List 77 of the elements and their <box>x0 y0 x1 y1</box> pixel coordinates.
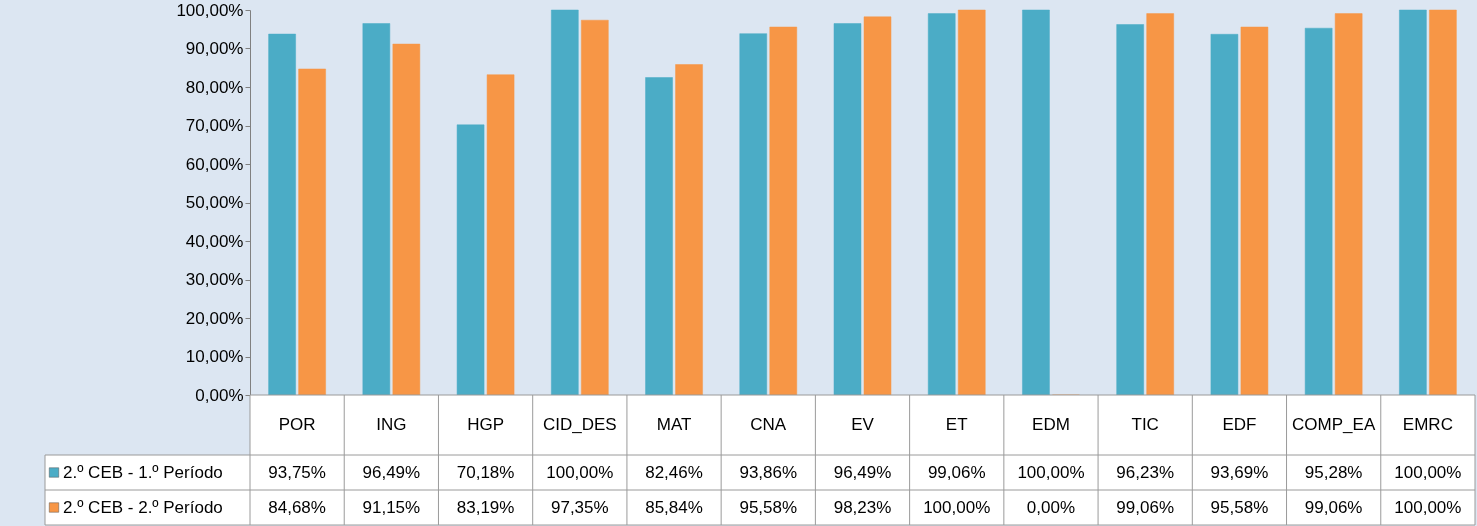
bar <box>456 124 485 396</box>
bar <box>927 13 956 396</box>
x-tick-label: POR <box>278 415 316 434</box>
data-label: 82,46% <box>645 462 703 482</box>
x-tick-label: ET <box>945 415 968 434</box>
bar <box>392 43 421 396</box>
data-label: 96,49% <box>362 462 421 482</box>
data-label: 100,00% <box>546 462 614 482</box>
x-tick-label: EDF <box>1222 415 1257 434</box>
data-label: 93,69% <box>1210 462 1269 482</box>
data-label: 93,75% <box>268 462 326 482</box>
x-tick-label: HGP <box>467 415 504 434</box>
data-label: 85,84% <box>645 497 703 517</box>
y-tick-label: 90,00% <box>185 39 244 58</box>
bar <box>739 33 768 396</box>
bar <box>1429 9 1457 396</box>
bar <box>675 64 703 396</box>
bar <box>957 9 986 396</box>
data-label: 96,49% <box>833 462 892 482</box>
y-tick-label: 20,00% <box>185 308 244 328</box>
y-tick-label: 100,00% <box>176 0 244 20</box>
y-tick-label: 30,00% <box>185 270 244 289</box>
bar <box>1116 24 1144 396</box>
bar <box>581 19 609 396</box>
bar <box>486 74 515 396</box>
x-tick-label: CID_DES <box>542 415 617 434</box>
data-label: 95,58% <box>1210 497 1269 517</box>
y-tick-label: 80,00% <box>185 77 244 97</box>
x-tick-label: EMRC <box>1402 415 1453 434</box>
bar <box>863 16 892 396</box>
y-tick-label: 70,00% <box>185 116 244 135</box>
data-label: 91,15% <box>362 497 421 517</box>
data-label: 99,06% <box>927 462 986 482</box>
legend-label: 2.º CEB - 1.º Período <box>63 462 223 482</box>
y-tick-label: 0,00% <box>195 385 244 405</box>
y-tick-label: 50,00% <box>185 193 244 212</box>
bar <box>1146 13 1174 396</box>
data-label: 100,00% <box>923 497 991 517</box>
data-label: 98,23% <box>833 497 892 517</box>
bar <box>268 33 296 396</box>
bar <box>769 26 798 396</box>
x-tick-label: TIC <box>1131 415 1159 434</box>
data-label: 97,35% <box>550 497 609 517</box>
data-label: 95,58% <box>739 497 798 517</box>
bar <box>833 23 862 396</box>
data-label: 93,86% <box>739 462 798 482</box>
data-label: 95,28% <box>1304 462 1363 482</box>
bar <box>1334 13 1363 396</box>
x-tick-label: EDM <box>1032 415 1070 434</box>
data-label: 0,00% <box>1026 497 1076 517</box>
legend-label: 2.º CEB - 2.º Período <box>63 497 223 517</box>
bar <box>1022 9 1050 396</box>
bar <box>1399 9 1427 396</box>
bar <box>551 9 579 396</box>
bar <box>645 77 673 396</box>
x-tick-label: COMP_EA <box>1292 415 1376 434</box>
data-label: 96,23% <box>1116 462 1175 482</box>
data-label: 70,18% <box>456 462 515 482</box>
data-label: 100,00% <box>1394 462 1462 482</box>
y-tick-label: 60,00% <box>185 154 244 174</box>
bar <box>1304 27 1333 396</box>
x-tick-label: MAT <box>656 415 692 434</box>
y-tick-label: 10,00% <box>185 347 244 366</box>
data-label: 99,06% <box>1116 497 1175 517</box>
data-label: 99,06% <box>1304 497 1363 517</box>
y-tick-label: 40,00% <box>185 231 244 251</box>
data-label: 100,00% <box>1017 462 1085 482</box>
bar <box>1240 26 1269 396</box>
x-tick-label: ING <box>376 415 407 434</box>
bar <box>1210 34 1239 396</box>
bar <box>298 68 326 396</box>
data-label: 83,19% <box>456 497 515 517</box>
bar <box>362 23 391 396</box>
x-tick-label: CNA <box>750 415 787 434</box>
data-label: 84,68% <box>268 497 326 517</box>
data-label: 100,00% <box>1394 497 1462 517</box>
x-tick-label: EV <box>851 415 875 434</box>
